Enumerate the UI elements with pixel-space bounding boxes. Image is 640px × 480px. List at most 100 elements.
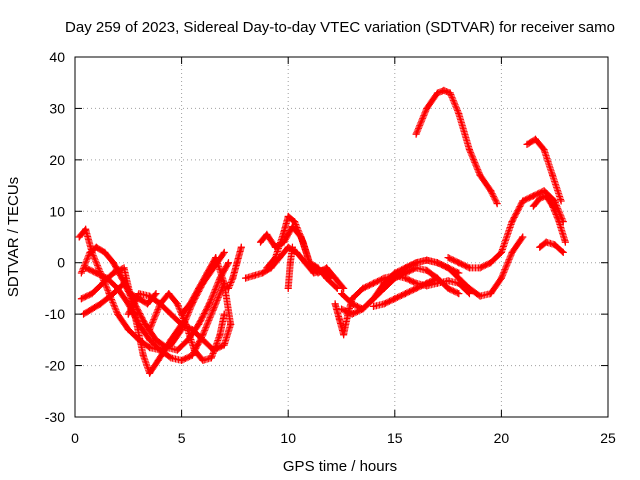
data-point xyxy=(105,290,113,298)
data-point xyxy=(401,264,409,272)
data-point xyxy=(188,326,196,334)
data-point xyxy=(156,300,164,308)
x-tick-label: 20 xyxy=(494,430,510,446)
data-point xyxy=(444,254,452,262)
data-point xyxy=(412,284,420,292)
data-point xyxy=(124,310,132,318)
data-point xyxy=(195,284,203,292)
data-point xyxy=(391,274,399,282)
series-21 xyxy=(412,86,501,208)
data-point xyxy=(210,305,218,313)
data-point xyxy=(220,279,228,287)
data-point xyxy=(146,344,154,352)
data-point xyxy=(532,135,540,143)
data-point xyxy=(284,212,292,220)
data-point xyxy=(476,264,484,272)
data-point xyxy=(92,269,100,277)
series-23 xyxy=(529,192,569,246)
data-point xyxy=(542,238,550,246)
data-point xyxy=(280,228,288,236)
series-8 xyxy=(178,254,235,328)
data-point xyxy=(82,264,90,272)
data-point xyxy=(446,89,454,97)
data-point xyxy=(476,292,484,300)
data-point xyxy=(540,187,548,195)
data-point xyxy=(225,284,233,292)
series-13 xyxy=(284,243,296,292)
series-marks xyxy=(338,264,441,318)
data-point xyxy=(536,194,544,202)
x-tick-label: 25 xyxy=(600,430,616,446)
data-point xyxy=(126,290,134,298)
y-tick-label: 20 xyxy=(49,152,65,168)
data-point xyxy=(135,336,143,344)
data-point xyxy=(455,274,463,282)
data-point xyxy=(487,187,495,195)
data-point xyxy=(120,264,128,272)
data-point xyxy=(199,356,207,364)
data-point xyxy=(455,259,463,267)
data-point xyxy=(444,277,452,285)
data-point xyxy=(220,248,228,256)
data-point xyxy=(340,331,348,339)
data-point xyxy=(555,218,563,226)
data-point xyxy=(212,254,220,262)
data-point xyxy=(306,259,314,267)
data-point xyxy=(333,284,341,292)
y-tick-label: -10 xyxy=(45,306,65,322)
data-point xyxy=(542,192,550,200)
chart-title: Day 259 of 2023, Sidereal Day-to-day VTE… xyxy=(65,19,615,36)
y-tick-label: 10 xyxy=(49,203,65,219)
series-9 xyxy=(225,243,245,292)
x-tick-label: 0 xyxy=(71,430,79,446)
data-point xyxy=(152,336,160,344)
data-point xyxy=(559,248,567,256)
data-point xyxy=(423,256,431,264)
data-point xyxy=(380,274,388,282)
marks xyxy=(75,86,569,377)
data-point xyxy=(75,233,83,241)
data-point xyxy=(207,354,215,362)
data-point xyxy=(369,302,377,310)
y-axis-label: SDTVAR / TECUs xyxy=(5,177,22,297)
data-point xyxy=(82,225,90,233)
data-point xyxy=(401,290,409,298)
series-1 xyxy=(77,264,186,377)
data-point xyxy=(250,272,258,280)
data-point xyxy=(412,130,420,138)
data-point xyxy=(154,356,162,364)
x-ticks: 0 5 10 15 20 25 xyxy=(71,57,616,446)
data-point xyxy=(440,86,448,94)
data-point xyxy=(182,320,190,328)
y-tick-label: 40 xyxy=(49,49,65,65)
data-point xyxy=(508,248,516,256)
y-tick-label: -30 xyxy=(45,409,65,425)
data-point xyxy=(497,248,505,256)
data-point xyxy=(152,290,160,298)
data-point xyxy=(242,274,250,282)
data-point xyxy=(286,259,294,267)
data-point xyxy=(359,305,367,313)
data-point xyxy=(465,284,473,292)
data-point xyxy=(487,290,495,298)
data-point xyxy=(465,264,473,272)
data-point xyxy=(331,300,339,308)
data-point xyxy=(493,200,501,208)
data-point xyxy=(199,336,207,344)
data-point xyxy=(167,354,175,362)
data-point xyxy=(178,356,186,364)
data-point xyxy=(205,300,213,308)
data-point xyxy=(124,300,132,308)
data-point xyxy=(338,290,345,298)
data-point xyxy=(118,274,126,282)
data-point xyxy=(536,243,544,251)
data-point xyxy=(323,274,331,282)
data-point xyxy=(88,290,96,298)
data-point xyxy=(146,292,154,300)
data-point xyxy=(146,336,154,344)
series-24 xyxy=(536,238,567,256)
x-tick-label: 5 xyxy=(178,430,186,446)
data-point xyxy=(135,320,143,328)
data-point xyxy=(103,274,111,282)
data-point xyxy=(348,310,356,318)
